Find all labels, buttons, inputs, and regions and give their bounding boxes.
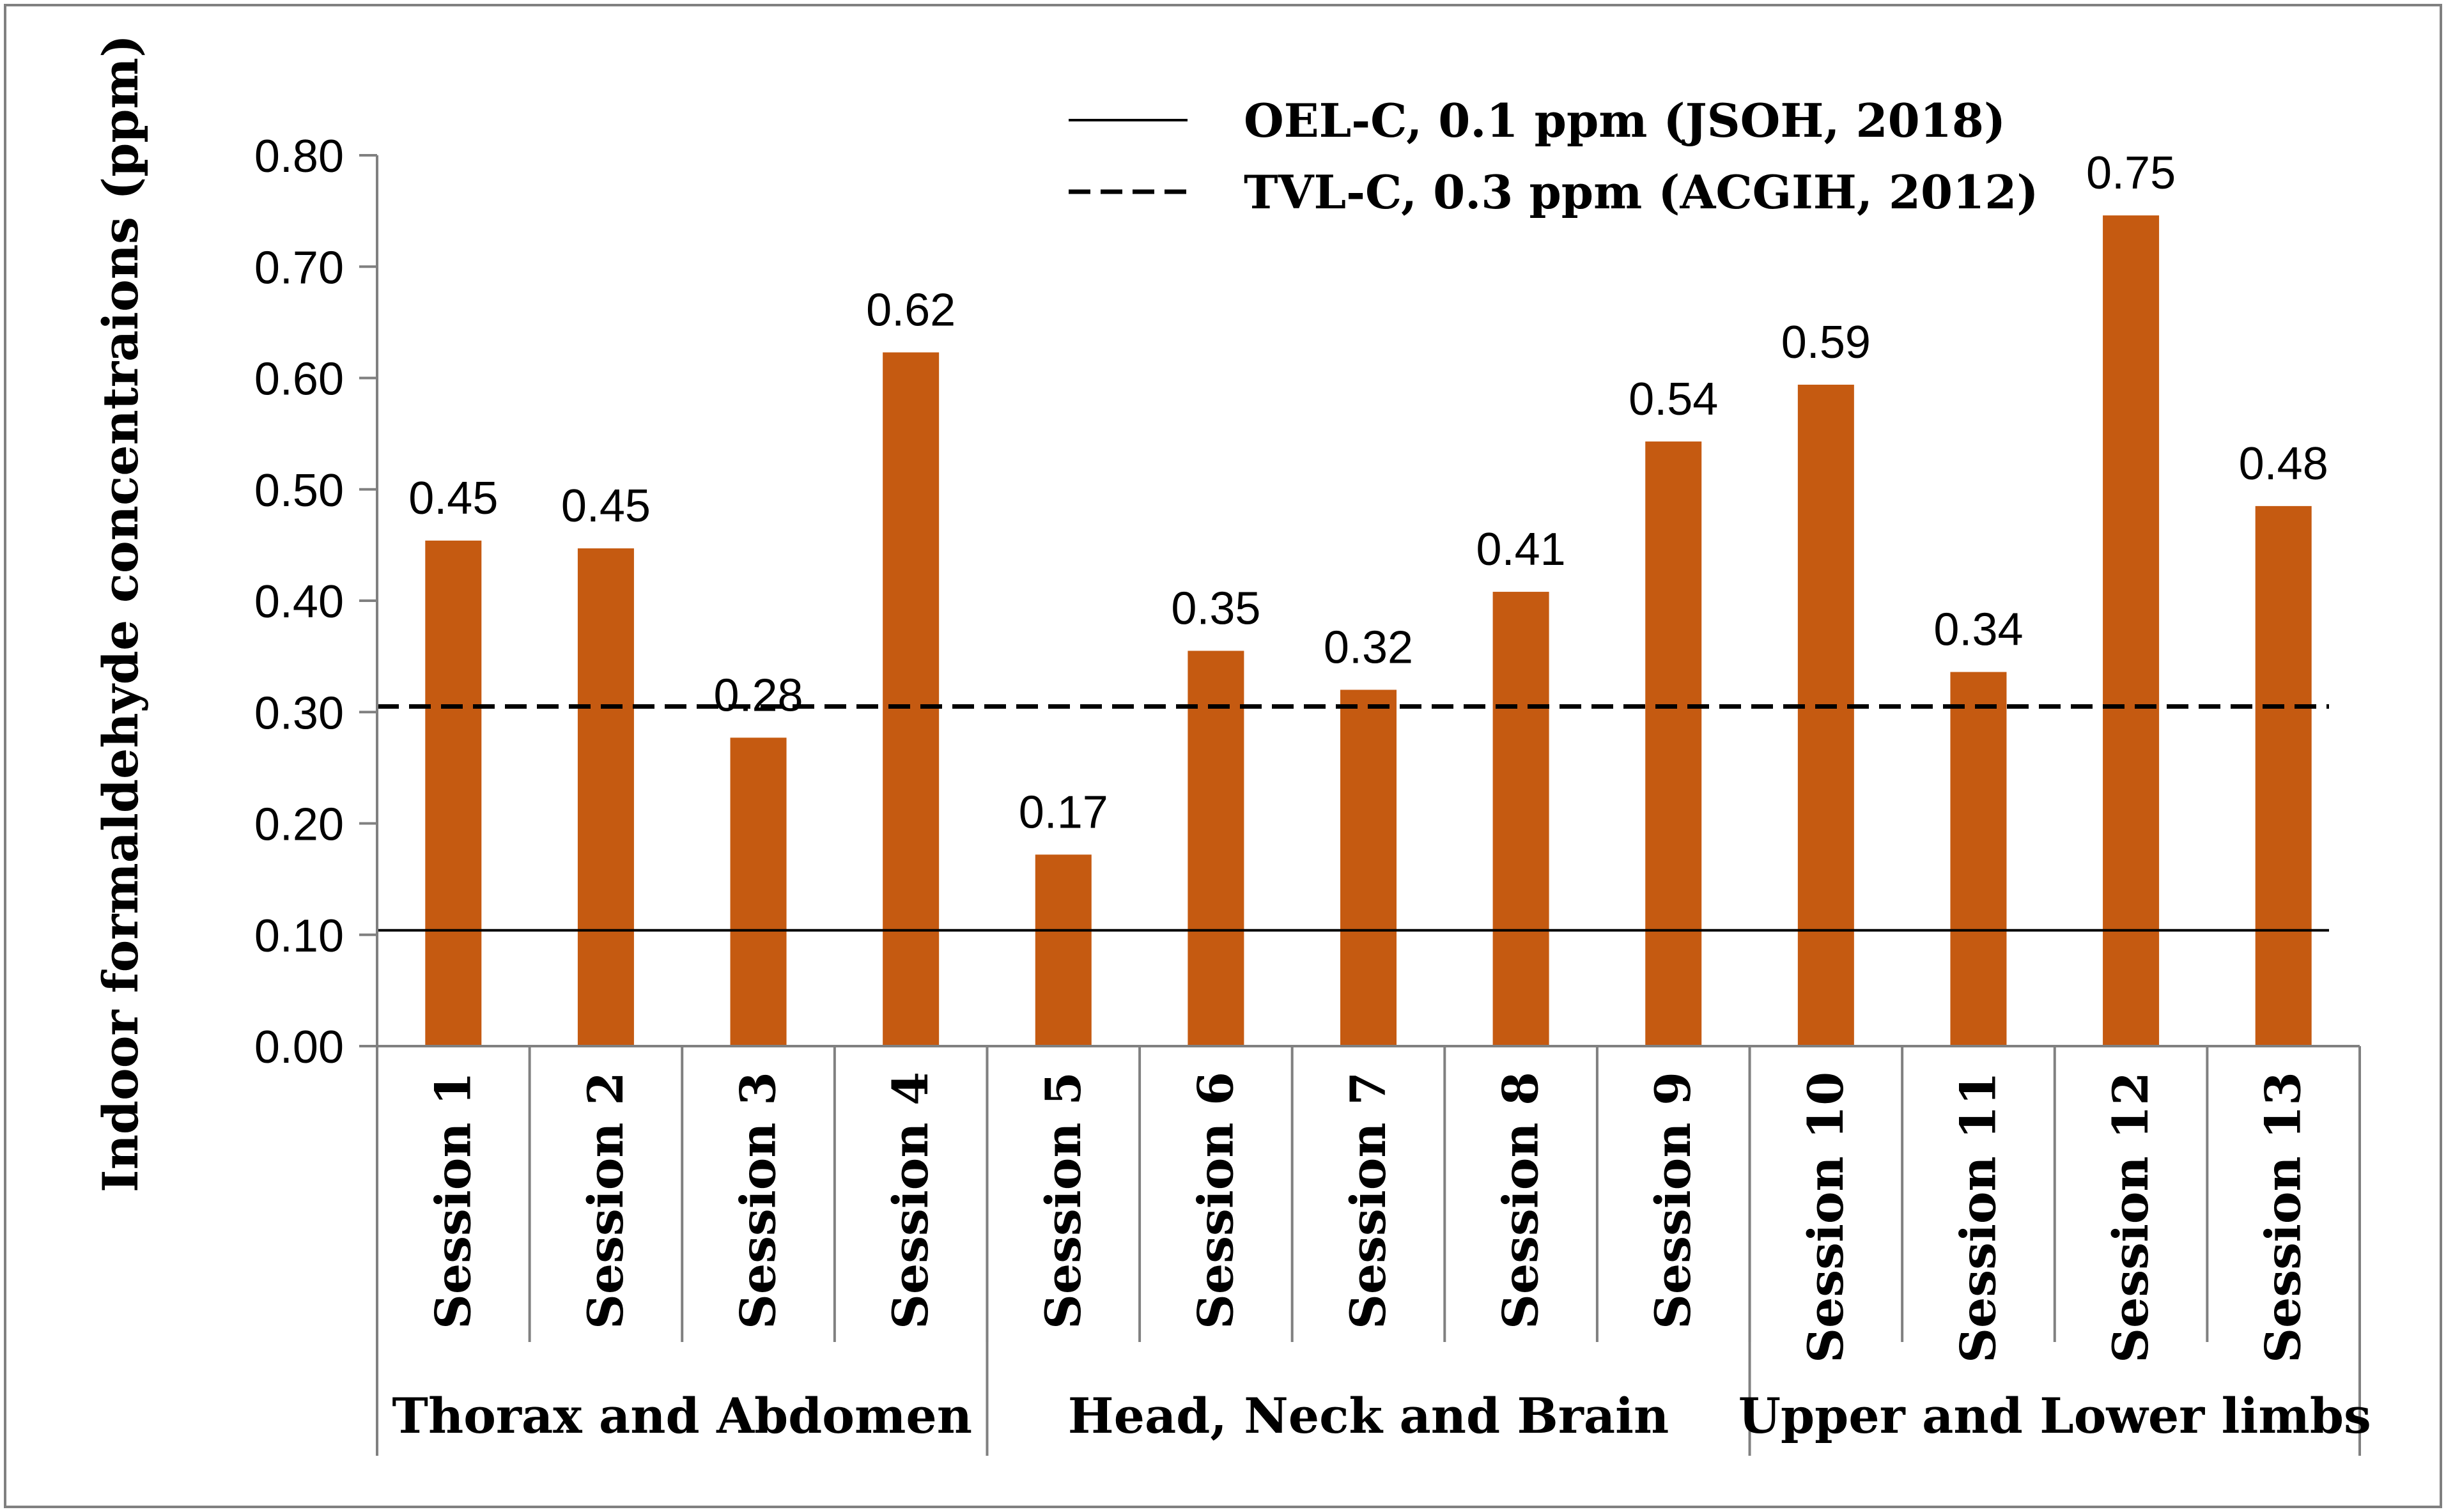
legend-label: TVL-C, 0.3 ppm (ACGIH, 2012) <box>1244 165 2038 219</box>
bar-value-label: 0.41 <box>1476 524 1566 575</box>
x-tick-label: Session 2 <box>577 1072 634 1329</box>
x-tick-label: Session 8 <box>1492 1072 1549 1329</box>
bar <box>730 737 787 1046</box>
x-tick-label: Session 7 <box>1340 1072 1397 1329</box>
y-tick-label: 0.10 <box>254 911 344 962</box>
bar <box>425 540 482 1046</box>
bar <box>883 352 940 1046</box>
x-tick-label: Session 10 <box>1797 1072 1854 1363</box>
bar <box>1645 441 1702 1046</box>
y-tick-label: 0.60 <box>254 354 344 405</box>
y-axis-title: Indoor formaldehyde concentraions (ppm) <box>92 35 149 1192</box>
bar <box>577 548 634 1046</box>
bar <box>1188 651 1244 1046</box>
x-tick-label: Session 13 <box>2255 1072 2312 1363</box>
bar-value-label: 0.59 <box>1781 317 1871 368</box>
bar <box>2255 505 2312 1046</box>
bar-value-label: 0.28 <box>713 670 803 721</box>
bar-value-label: 0.32 <box>1324 622 1413 673</box>
bar-value-label: 0.17 <box>1019 787 1108 838</box>
x-tick-label: Session 3 <box>730 1072 787 1329</box>
x-tick-label: Session 11 <box>1949 1072 2006 1363</box>
bar-value-label: 0.45 <box>408 473 498 524</box>
bar <box>1950 672 2007 1046</box>
y-tick-label: 0.30 <box>254 688 344 739</box>
bar-value-label: 0.75 <box>2086 148 2176 199</box>
y-tick-label: 0.00 <box>254 1022 344 1073</box>
x-tick-label: Session 6 <box>1187 1072 1244 1329</box>
y-tick-label: 0.40 <box>254 576 344 628</box>
bar-value-label: 0.35 <box>1171 583 1260 634</box>
bar <box>1492 592 1549 1046</box>
y-tick-label: 0.50 <box>254 465 344 516</box>
y-tick-label: 0.70 <box>254 242 344 293</box>
bar <box>1797 384 1854 1046</box>
y-tick-label: 0.80 <box>254 131 344 182</box>
bar <box>1035 854 1092 1046</box>
bar-value-label: 0.54 <box>1629 374 1718 425</box>
x-group-label: Upper and Lower limbs <box>1738 1387 2371 1444</box>
x-group-label: Thorax and Abdomen <box>392 1387 972 1444</box>
bar <box>1340 690 1397 1046</box>
bar <box>2103 215 2160 1047</box>
x-group-label: Head, Neck and Brain <box>1068 1387 1669 1444</box>
legend-label: OEL-C, 0.1 ppm (JSOH, 2018) <box>1244 93 2006 148</box>
x-tick-label: Session 1 <box>424 1072 481 1329</box>
x-tick-label: Session 5 <box>1035 1072 1092 1329</box>
bar-value-label: 0.48 <box>2239 438 2328 490</box>
bar-value-label: 0.45 <box>561 481 651 532</box>
bar-value-label: 0.34 <box>1933 605 2023 656</box>
bar-value-label: 0.62 <box>866 284 956 336</box>
y-tick-label: 0.20 <box>254 799 344 851</box>
x-tick-label: Session 9 <box>1645 1072 1701 1329</box>
x-tick-label: Session 4 <box>882 1072 939 1329</box>
x-tick-label: Session 12 <box>2102 1072 2159 1363</box>
